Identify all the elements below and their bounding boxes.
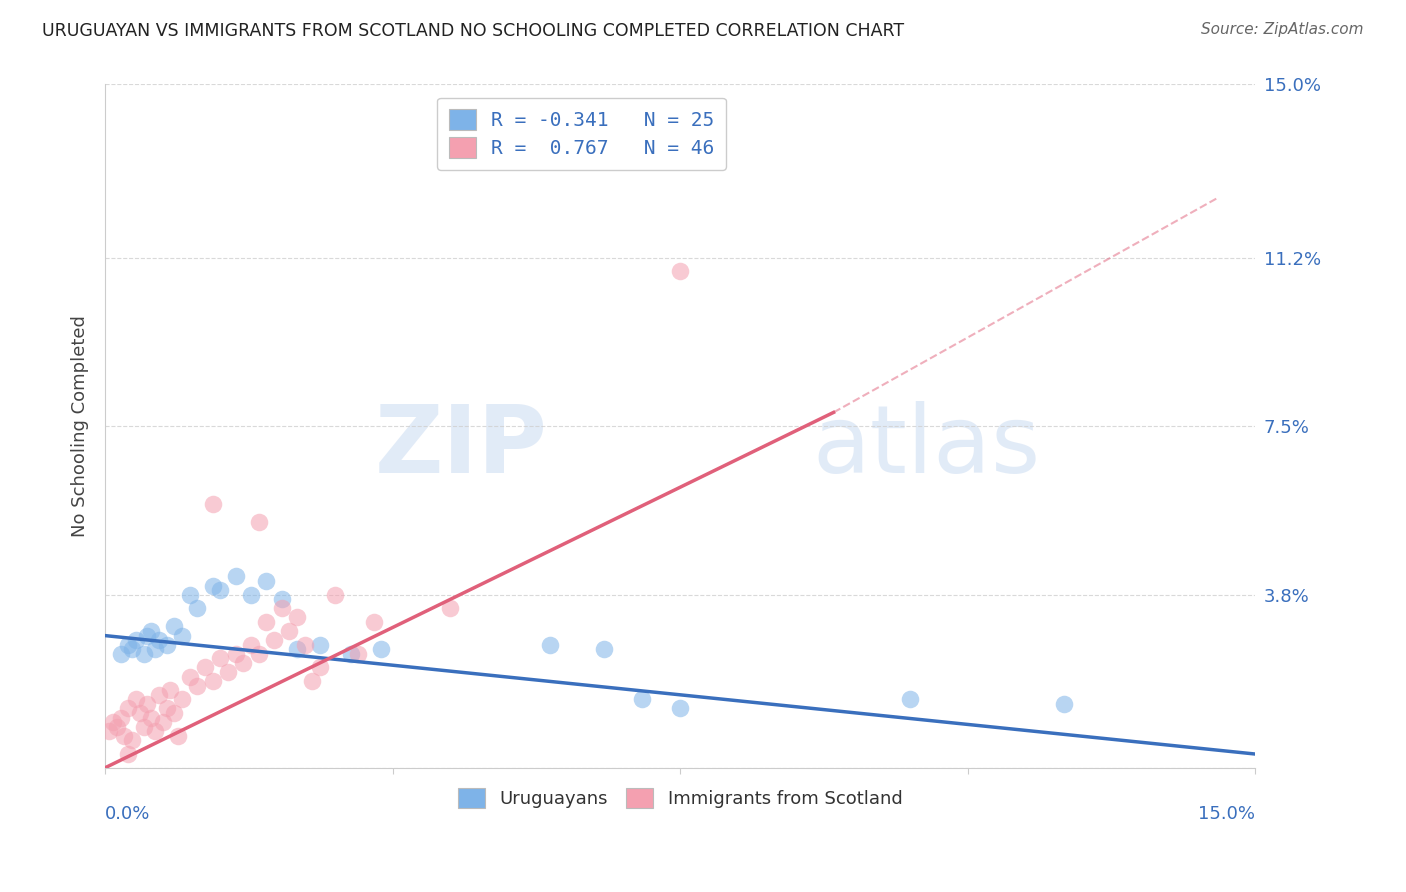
Point — [121, 733, 143, 747]
Point — [263, 633, 285, 648]
Text: 0.0%: 0.0% — [105, 805, 150, 823]
Point — [117, 701, 139, 715]
Point — [132, 647, 155, 661]
Point — [898, 692, 921, 706]
Point — [1052, 697, 1074, 711]
Point — [201, 674, 224, 689]
Point — [370, 642, 392, 657]
Point — [592, 642, 614, 657]
Point — [117, 638, 139, 652]
Point — [125, 633, 148, 648]
Text: 15.0%: 15.0% — [1198, 805, 1256, 823]
Point — [209, 582, 232, 597]
Point — [278, 624, 301, 638]
Text: Source: ZipAtlas.com: Source: ZipAtlas.com — [1201, 22, 1364, 37]
Point — [232, 656, 254, 670]
Point — [101, 715, 124, 730]
Point — [294, 638, 316, 652]
Point — [201, 496, 224, 510]
Y-axis label: No Schooling Completed: No Schooling Completed — [72, 315, 89, 537]
Point — [225, 647, 247, 661]
Point — [163, 619, 186, 633]
Point — [363, 615, 385, 629]
Point — [254, 615, 277, 629]
Point — [136, 629, 159, 643]
Point — [239, 588, 262, 602]
Point — [186, 679, 208, 693]
Point — [110, 710, 132, 724]
Point — [285, 642, 308, 657]
Point — [217, 665, 239, 679]
Point — [669, 701, 692, 715]
Point — [159, 683, 181, 698]
Point — [631, 692, 654, 706]
Point — [121, 642, 143, 657]
Point — [170, 629, 193, 643]
Point — [105, 720, 128, 734]
Point — [347, 647, 370, 661]
Point — [270, 601, 292, 615]
Point — [247, 647, 270, 661]
Point — [323, 588, 346, 602]
Point — [179, 670, 201, 684]
Point — [128, 706, 150, 720]
Point — [309, 638, 332, 652]
Point — [112, 729, 135, 743]
Text: ZIP: ZIP — [375, 401, 548, 492]
Point — [143, 642, 166, 657]
Point — [239, 638, 262, 652]
Point — [117, 747, 139, 761]
Point — [301, 674, 323, 689]
Point — [148, 688, 170, 702]
Point — [179, 588, 201, 602]
Point — [148, 633, 170, 648]
Point — [155, 638, 177, 652]
Point — [254, 574, 277, 588]
Point — [98, 724, 121, 739]
Point — [247, 515, 270, 529]
Point — [125, 692, 148, 706]
Point — [209, 651, 232, 665]
Legend: Uruguayans, Immigrants from Scotland: Uruguayans, Immigrants from Scotland — [449, 779, 911, 817]
Point — [201, 578, 224, 592]
Point — [152, 715, 174, 730]
Point — [136, 697, 159, 711]
Point — [110, 647, 132, 661]
Text: URUGUAYAN VS IMMIGRANTS FROM SCOTLAND NO SCHOOLING COMPLETED CORRELATION CHART: URUGUAYAN VS IMMIGRANTS FROM SCOTLAND NO… — [42, 22, 904, 40]
Point — [669, 264, 692, 278]
Point — [339, 647, 361, 661]
Point — [167, 729, 190, 743]
Point — [186, 601, 208, 615]
Point — [309, 660, 332, 674]
Point — [194, 660, 217, 674]
Text: atlas: atlas — [813, 401, 1040, 492]
Point — [163, 706, 186, 720]
Point — [155, 701, 177, 715]
Point — [285, 610, 308, 624]
Point — [439, 601, 461, 615]
Point — [141, 624, 163, 638]
Point — [170, 692, 193, 706]
Point — [225, 569, 247, 583]
Point — [143, 724, 166, 739]
Point — [141, 710, 163, 724]
Point — [132, 720, 155, 734]
Point — [538, 638, 561, 652]
Point — [270, 592, 292, 607]
